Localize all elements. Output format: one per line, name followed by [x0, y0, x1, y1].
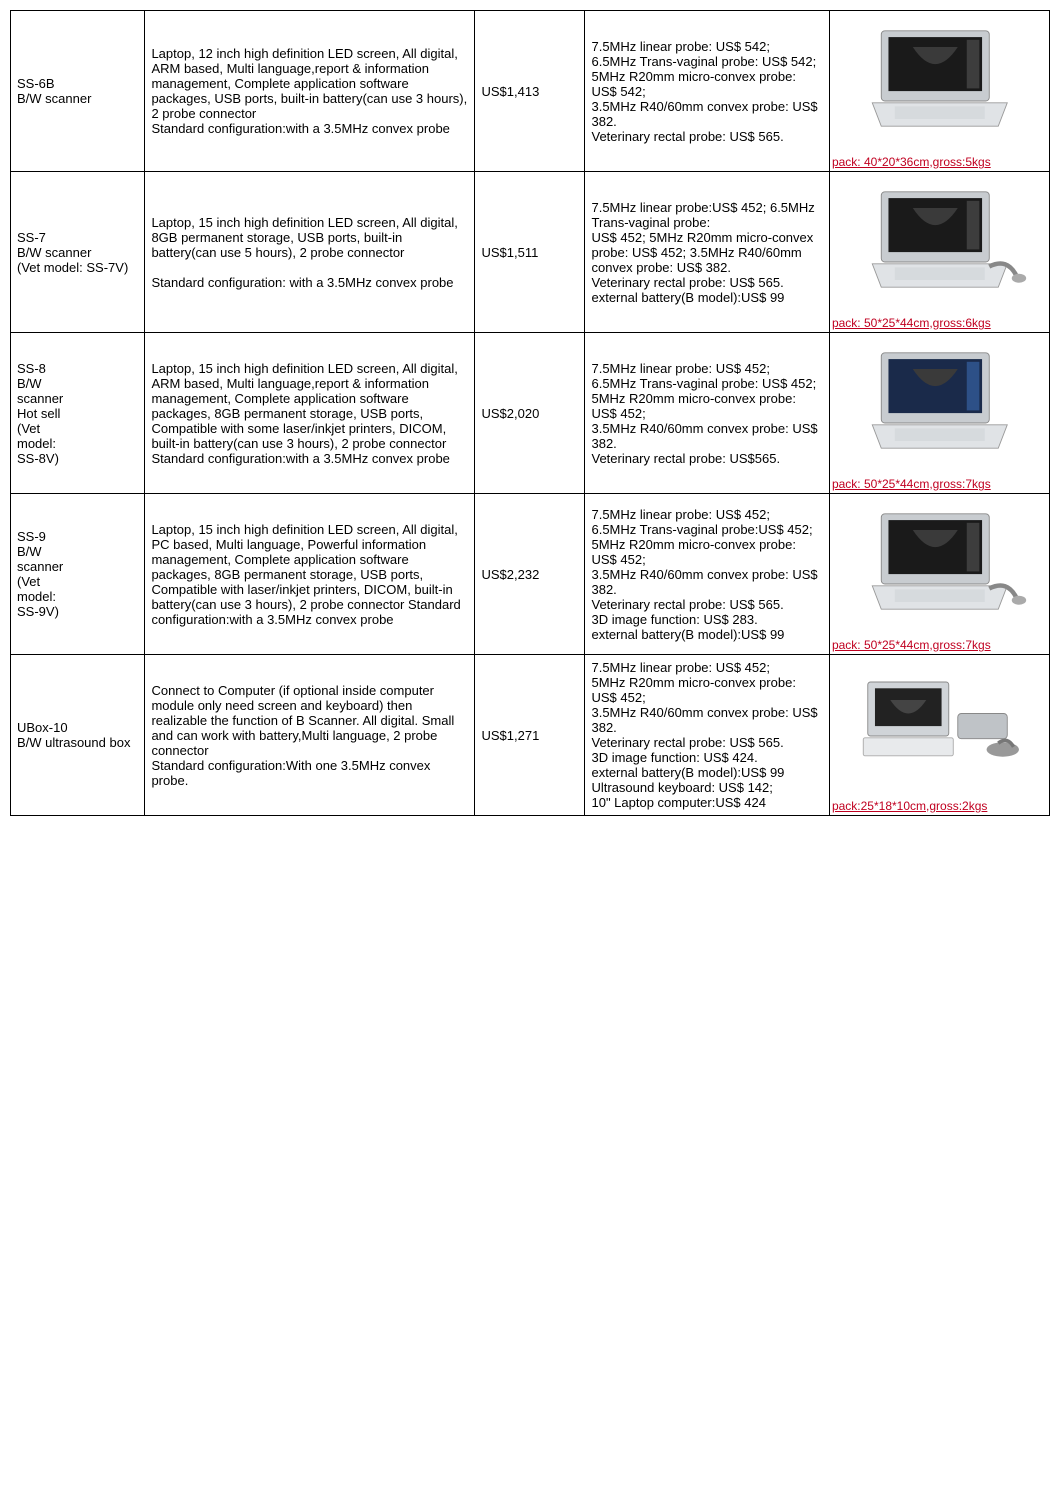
price-cell: US$2,020 [475, 333, 585, 494]
pack-label: pack: 50*25*44cm,gross:7kgs [832, 636, 1047, 652]
image-cell: pack: 50*25*44cm,gross:7kgs [829, 494, 1049, 655]
price-cell: US$1,511 [475, 172, 585, 333]
image-cell: pack: 40*20*36cm,gross:5kgs [829, 11, 1049, 172]
price-cell: US$1,271 [475, 655, 585, 816]
description-cell: Laptop, 15 inch high definition LED scre… [145, 494, 475, 655]
image-cell: pack: 50*25*44cm,gross:6kgs [829, 172, 1049, 333]
options-cell: 7.5MHz linear probe:US$ 452; 6.5MHz Tran… [585, 172, 829, 333]
image-cell: pack:25*18*10cm,gross:2kgs [829, 655, 1049, 816]
options-cell: 7.5MHz linear probe: US$ 542; 6.5MHz Tra… [585, 11, 829, 172]
table-row: SS-8 B/W scanner Hot sell (Vet model: SS… [11, 333, 1050, 494]
description-cell: Connect to Computer (if optional inside … [145, 655, 475, 816]
product-table: SS-6B B/W scannerLaptop, 12 inch high de… [10, 10, 1050, 816]
price-cell: US$2,232 [475, 494, 585, 655]
pack-label: pack:25*18*10cm,gross:2kgs [832, 797, 1047, 813]
options-cell: 7.5MHz linear probe: US$ 452; 5MHz R20mm… [585, 655, 829, 816]
description-cell: Laptop, 15 inch high definition LED scre… [145, 333, 475, 494]
device-image [832, 13, 1047, 153]
device-image [832, 335, 1047, 475]
table-row: SS-7 B/W scanner (Vet model: SS-7V)Lapto… [11, 172, 1050, 333]
pack-label: pack: 50*25*44cm,gross:6kgs [832, 314, 1047, 330]
device-image [832, 174, 1047, 314]
table-row: UBox-10 B/W ultrasound boxConnect to Com… [11, 655, 1050, 816]
price-cell: US$1,413 [475, 11, 585, 172]
table-row: SS-6B B/W scannerLaptop, 12 inch high de… [11, 11, 1050, 172]
model-cell: SS-9 B/W scanner (Vet model: SS-9V) [11, 494, 145, 655]
model-cell: UBox-10 B/W ultrasound box [11, 655, 145, 816]
device-image [832, 657, 1047, 797]
options-cell: 7.5MHz linear probe: US$ 452; 6.5MHz Tra… [585, 494, 829, 655]
model-cell: SS-8 B/W scanner Hot sell (Vet model: SS… [11, 333, 145, 494]
device-image [832, 496, 1047, 636]
pack-label: pack: 50*25*44cm,gross:7kgs [832, 475, 1047, 491]
table-row: SS-9 B/W scanner (Vet model: SS-9V)Lapto… [11, 494, 1050, 655]
model-cell: SS-6B B/W scanner [11, 11, 145, 172]
description-cell: Laptop, 15 inch high definition LED scre… [145, 172, 475, 333]
model-cell: SS-7 B/W scanner (Vet model: SS-7V) [11, 172, 145, 333]
image-cell: pack: 50*25*44cm,gross:7kgs [829, 333, 1049, 494]
description-cell: Laptop, 12 inch high definition LED scre… [145, 11, 475, 172]
options-cell: 7.5MHz linear probe: US$ 452; 6.5MHz Tra… [585, 333, 829, 494]
pack-label: pack: 40*20*36cm,gross:5kgs [832, 153, 1047, 169]
